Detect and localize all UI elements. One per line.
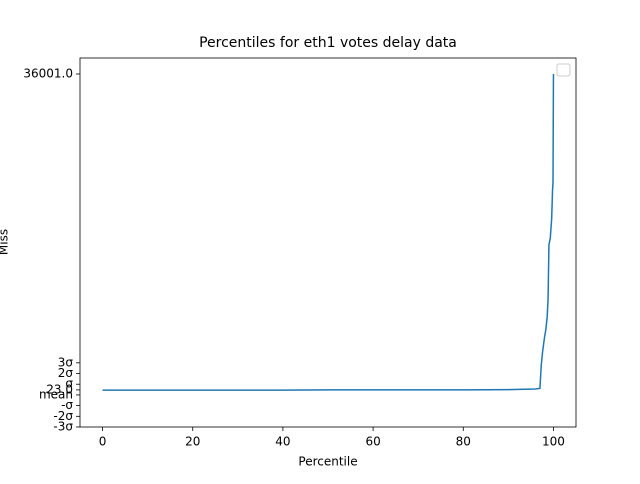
x-tick-label: 100 [542,435,565,449]
y-tick-label: -3σ [53,420,73,434]
x-tick-label: 60 [365,435,380,449]
x-tick-label: 80 [456,435,471,449]
y-tick-label: 3σ [58,355,74,369]
y-tick-label: mean [39,387,73,401]
x-tick-label: 40 [275,435,290,449]
x-axis-label: Percentile [298,455,357,469]
axes-frame [79,57,577,428]
x-tick-label: 20 [185,435,200,449]
y-tick-label: 23.0 [46,382,73,396]
y-axis-label: Miss [0,229,11,255]
y-tick-label: 36001.0 [23,66,73,80]
y-tick-label: -σ [61,398,73,412]
y-tick-label: -2σ [53,409,73,423]
legend-box [556,63,571,77]
y-tick-label: 2σ [58,366,74,380]
data-line [102,73,555,391]
chart-title: Percentiles for eth1 votes delay data [199,35,457,51]
x-tick-label: 0 [99,435,107,449]
y-tick-label: σ [65,377,73,391]
